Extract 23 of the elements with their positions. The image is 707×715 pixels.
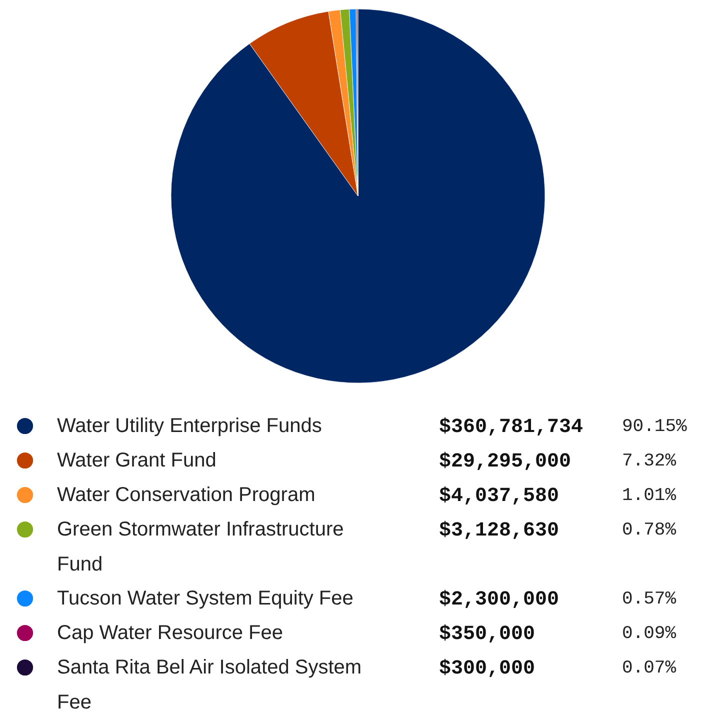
legend-label: Water Conservation Program (57, 484, 316, 506)
text: 1.01% (622, 486, 676, 506)
text: 0.09% (622, 624, 676, 644)
data-label: $3,128,630 (439, 520, 560, 542)
pie-slice (171, 8, 546, 383)
legend-label: Santa Rita Bel Air Isolated System Fee (57, 656, 362, 714)
data-label: $300,000 (439, 658, 536, 680)
legend-label: Tucson Water System Equity Fee (57, 588, 354, 610)
legend-label: Green Stormwater Infrastructure Fund (57, 518, 344, 576)
text: 0.57% (622, 590, 676, 610)
data-label: $360,781,734 (439, 416, 584, 439)
text: 0.07% (622, 658, 676, 678)
text: 7.32% (622, 452, 676, 472)
data-label: $29,295,000 (439, 450, 572, 474)
legend-label: Cap Water Resource Fee (57, 622, 284, 644)
data-label: $4,037,580 (439, 485, 560, 508)
pie-slice (249, 11, 358, 196)
text: 0.78% (622, 520, 676, 540)
data-label: $2,300,000 (439, 588, 560, 612)
legend-label: Water Grant Fund (57, 450, 216, 472)
legend-label: Water Utility Enterprise Funds (57, 415, 322, 437)
text: 90.15% (622, 417, 688, 437)
data-label: $350,000 (439, 623, 536, 646)
